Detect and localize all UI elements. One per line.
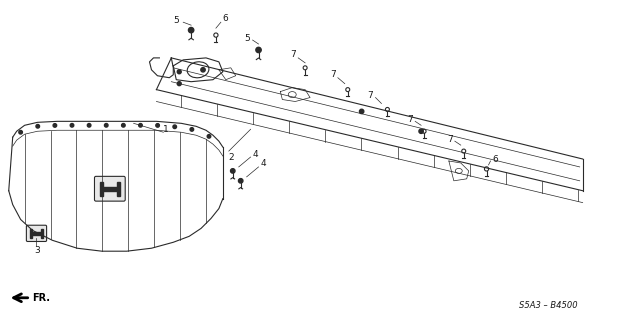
Text: 2: 2 [229,152,234,161]
Bar [100,182,103,196]
Text: FR.: FR. [33,293,51,303]
Text: S5A3 – B4500: S5A3 – B4500 [518,301,577,310]
Circle shape [188,27,194,33]
Circle shape [177,82,181,85]
Circle shape [207,135,211,138]
Bar [103,187,116,190]
Text: 7: 7 [447,135,452,144]
Circle shape [173,125,177,129]
FancyBboxPatch shape [26,225,47,241]
Text: 5: 5 [244,33,250,42]
Text: 6: 6 [223,14,228,23]
Text: 1: 1 [163,125,169,134]
Circle shape [122,123,125,127]
Circle shape [156,123,159,127]
Circle shape [104,123,108,127]
Text: 7: 7 [407,115,413,124]
Circle shape [139,123,142,127]
Circle shape [177,70,181,74]
Circle shape [19,130,22,134]
Circle shape [53,124,57,127]
Circle shape [36,124,40,128]
Text: 4: 4 [253,150,258,159]
Text: 4: 4 [260,160,266,168]
Circle shape [190,128,194,131]
Text: 5: 5 [173,16,179,25]
Circle shape [360,109,364,114]
Circle shape [87,123,91,127]
Circle shape [70,123,74,127]
Circle shape [419,129,423,133]
Text: 7: 7 [367,91,373,100]
Text: 7: 7 [330,70,335,79]
Bar [41,229,43,238]
Circle shape [230,169,235,173]
Text: 7: 7 [291,50,296,59]
Text: 6: 6 [493,154,498,164]
Bar [30,229,32,238]
Circle shape [201,68,205,72]
Text: 3: 3 [35,246,40,255]
Circle shape [256,47,261,53]
FancyBboxPatch shape [95,176,125,201]
Bar [116,182,120,196]
Bar [32,232,41,234]
Circle shape [239,179,243,183]
